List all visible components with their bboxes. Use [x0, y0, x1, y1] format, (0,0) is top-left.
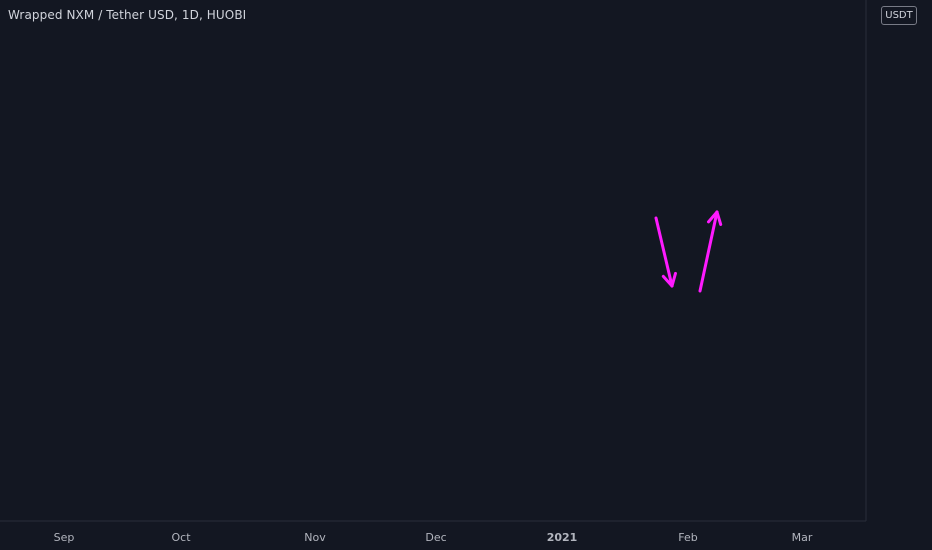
up-arrow [698, 210, 723, 293]
down-arrow-head-1 [670, 271, 677, 288]
chart-title: Wrapped NXM / Tether USD, 1D, HUOBI [8, 8, 247, 22]
currency-selector[interactable]: USDT [881, 6, 917, 25]
time-tick-label: Mar [792, 531, 813, 544]
price-axis-background [866, 0, 932, 550]
time-tick-label: Nov [304, 531, 326, 544]
time-tick-label: Feb [678, 531, 697, 544]
down-arrow [654, 216, 677, 288]
down-arrow-shaft [654, 216, 674, 288]
time-tick-label: 2021 [547, 531, 578, 544]
time-tick-label: Dec [425, 531, 446, 544]
time-tick-label: Oct [171, 531, 191, 544]
up-arrow-head-0 [715, 210, 723, 226]
up-arrow-shaft [698, 210, 719, 293]
up-arrow-head-1 [707, 210, 719, 224]
time-tick-label: Sep [54, 531, 75, 544]
down-arrow-head-0 [661, 274, 674, 288]
